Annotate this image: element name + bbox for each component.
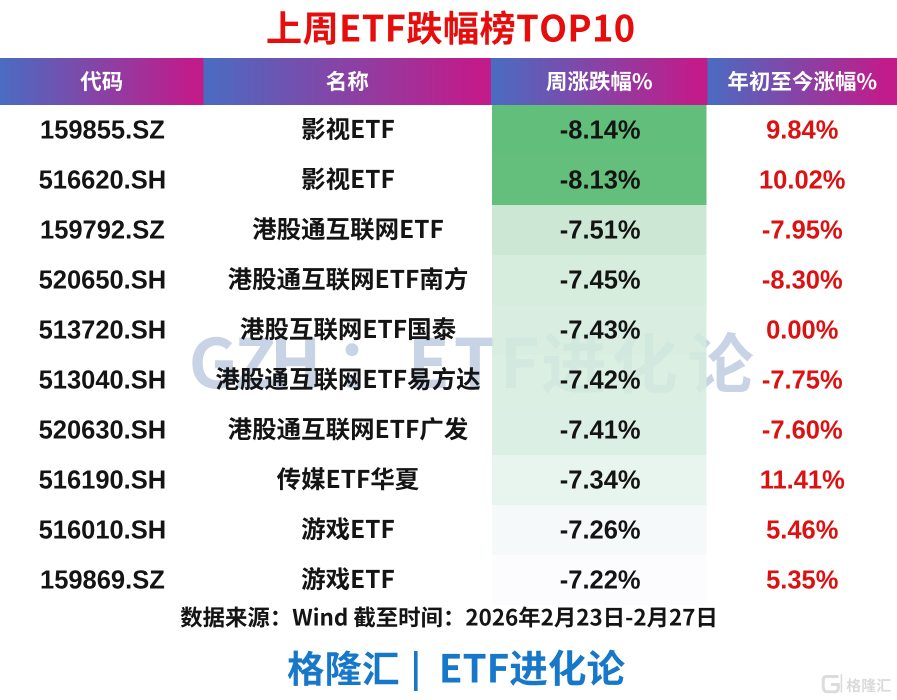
svg-text:516620.SH: 516620.SH	[39, 166, 167, 194]
svg-text:-7.45%: -7.45%	[560, 266, 641, 294]
svg-text:-7.95%: -7.95%	[762, 216, 843, 244]
svg-text:5.46%: 5.46%	[766, 516, 838, 544]
svg-text:0.00%: 0.00%	[766, 316, 838, 344]
svg-text:-7.51%: -7.51%	[560, 216, 641, 244]
svg-text:-8.30%: -8.30%	[762, 266, 843, 294]
svg-text:-7.75%: -7.75%	[762, 366, 843, 394]
svg-text:-7.26%: -7.26%	[560, 516, 641, 544]
svg-text:-7.43%: -7.43%	[560, 316, 641, 344]
svg-text:516190.SH: 516190.SH	[39, 466, 167, 494]
svg-text:-7.22%: -7.22%	[560, 566, 641, 594]
svg-text:516010.SH: 516010.SH	[39, 516, 167, 544]
svg-text:159869.SZ: 159869.SZ	[40, 566, 165, 594]
svg-text:-7.42%: -7.42%	[560, 366, 641, 394]
svg-text:5.35%: 5.35%	[766, 566, 838, 594]
svg-text:513040.SH: 513040.SH	[39, 366, 167, 394]
svg-text:159792.SZ: 159792.SZ	[40, 216, 165, 244]
svg-text:-7.34%: -7.34%	[560, 466, 641, 494]
svg-text:513720.SH: 513720.SH	[39, 316, 167, 344]
svg-text:9.84%: 9.84%	[766, 116, 838, 144]
svg-text:520630.SH: 520630.SH	[39, 416, 167, 444]
svg-text:159855.SZ: 159855.SZ	[40, 116, 165, 144]
svg-text:-8.13%: -8.13%	[560, 166, 641, 194]
svg-text:-8.14%: -8.14%	[560, 116, 641, 144]
svg-text:-7.60%: -7.60%	[762, 416, 843, 444]
svg-text:520650.SH: 520650.SH	[39, 266, 167, 294]
svg-text:10.02%: 10.02%	[759, 166, 846, 194]
svg-text:11.41%: 11.41%	[760, 466, 845, 494]
svg-text:-7.41%: -7.41%	[560, 416, 641, 444]
